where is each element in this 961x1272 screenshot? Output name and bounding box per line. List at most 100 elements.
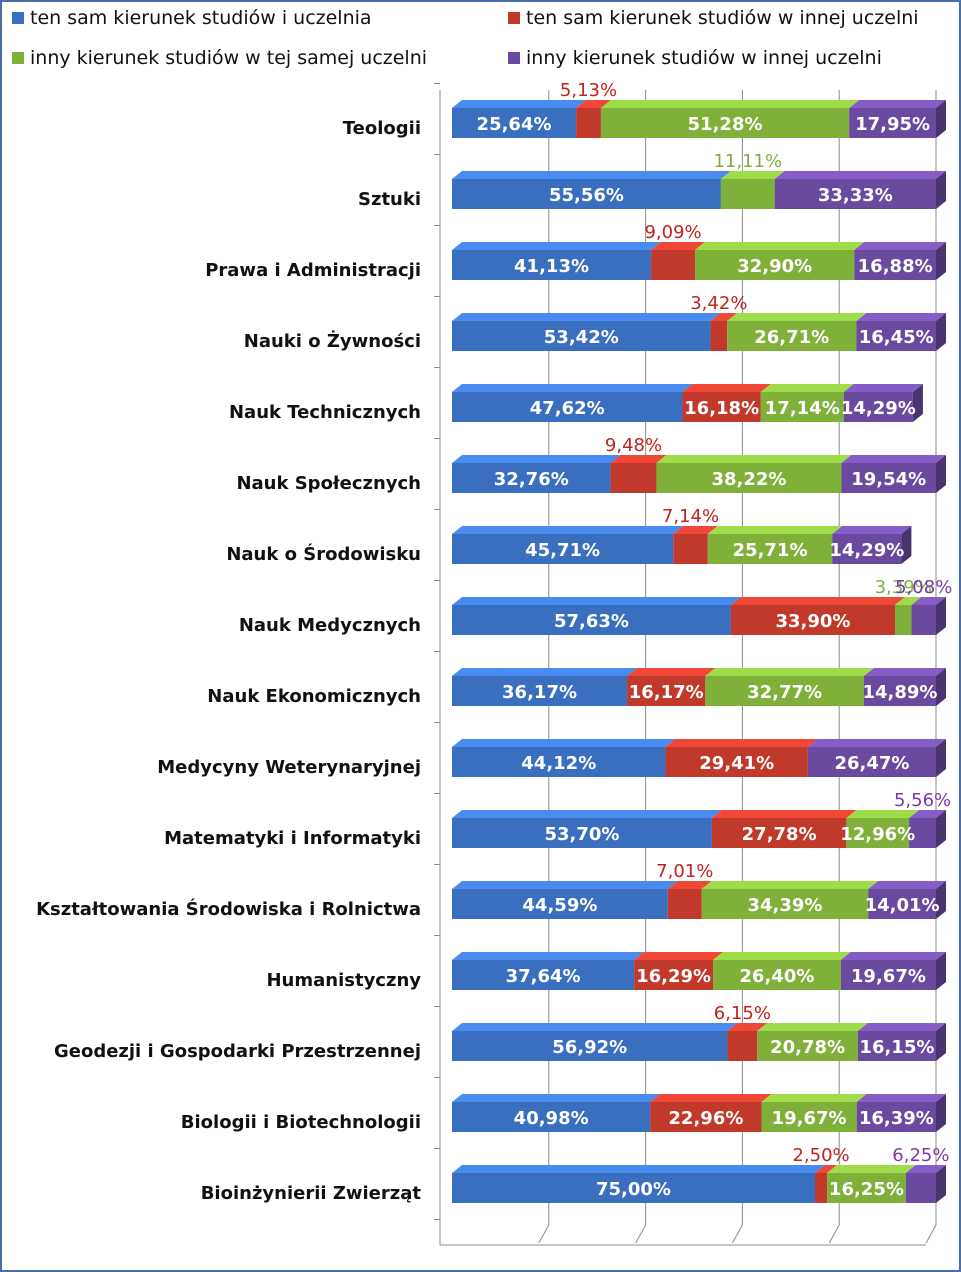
bar-segment-side xyxy=(936,1023,946,1061)
data-label: 16,29% xyxy=(636,966,711,987)
data-label: 14,01% xyxy=(865,895,940,916)
data-label: 7,14% xyxy=(662,506,719,527)
bar-segment xyxy=(452,605,731,635)
bar-segment-top xyxy=(452,881,678,889)
bar-segment-top xyxy=(576,100,611,108)
bar-segment-side xyxy=(936,668,946,706)
data-label: 33,33% xyxy=(818,185,893,206)
data-label: 16,45% xyxy=(859,327,934,348)
bar-segment-side xyxy=(936,1094,946,1132)
bar-segment xyxy=(854,250,936,280)
bar-segment-top xyxy=(673,526,718,534)
data-label: 51,28% xyxy=(688,114,763,135)
bar-segment xyxy=(452,747,666,777)
bar-segment-top xyxy=(452,597,741,605)
category-label: Prawa i Administracji xyxy=(205,260,421,281)
bar-segment xyxy=(627,676,706,706)
bar-segment-top xyxy=(720,171,785,179)
bar-segment-top xyxy=(665,739,818,747)
gridline-floor xyxy=(538,1224,550,1244)
bar-segment-side xyxy=(936,313,946,351)
data-label: 57,63% xyxy=(554,611,629,632)
bar-segment xyxy=(827,1173,906,1203)
bar-segment xyxy=(673,534,708,564)
data-label: 19,54% xyxy=(851,469,926,490)
bar-segment-top xyxy=(600,100,860,108)
data-label: 12,96% xyxy=(840,824,915,845)
bar-segment-top xyxy=(863,668,946,676)
bar-segment-top xyxy=(452,526,684,534)
bar-segment-top xyxy=(849,100,946,108)
bar-segment xyxy=(452,1031,728,1061)
data-label: 19,67% xyxy=(851,966,926,987)
data-label: 16,88% xyxy=(858,256,933,277)
data-label: 16,15% xyxy=(859,1037,934,1058)
bar-segment xyxy=(846,818,910,848)
bar-segment-top xyxy=(705,668,874,676)
bar-segment xyxy=(667,889,702,919)
data-label: 44,59% xyxy=(522,895,597,916)
legend-item-series-0: ten sam kierunek studiów i uczelnia xyxy=(12,6,372,30)
bar-segment xyxy=(707,534,833,564)
data-label: 29,41% xyxy=(699,753,774,774)
bar-segment-top xyxy=(868,881,946,889)
category-label: Biologii i Biotechnologii xyxy=(180,1112,421,1133)
bar-segment-top xyxy=(452,1165,825,1173)
bar-segment xyxy=(774,179,936,209)
bar-segment-side xyxy=(936,100,946,138)
bar-segment xyxy=(452,1102,651,1132)
data-label: 22,96% xyxy=(668,1108,743,1129)
data-label: 16,25% xyxy=(829,1179,904,1200)
bar-segment-top xyxy=(905,1165,946,1173)
category-label: Nauk Ekonomicznych xyxy=(207,686,421,707)
data-label: 3,39% xyxy=(875,577,932,598)
bar-segment xyxy=(651,250,696,280)
bar-segment-top xyxy=(701,881,879,889)
data-label: 14,29% xyxy=(841,398,916,419)
data-label: 37,64% xyxy=(506,966,581,987)
bar-segment xyxy=(713,960,841,990)
bar-segment xyxy=(856,321,936,351)
data-label: 19,67% xyxy=(772,1108,847,1129)
data-label: 38,22% xyxy=(711,469,786,490)
data-label: 40,98% xyxy=(514,1108,589,1129)
category-label: Medycyny Weterynaryjnej xyxy=(157,757,421,778)
data-label: 5,13% xyxy=(560,80,617,101)
data-label: 53,70% xyxy=(544,824,619,845)
bar-segment-top xyxy=(909,810,946,818)
bar-segment-side xyxy=(936,597,946,635)
bar-segment xyxy=(843,392,913,422)
bar-segment xyxy=(720,179,775,209)
bar-segment xyxy=(849,108,936,138)
bar-segment-top xyxy=(856,313,946,321)
bar-segment-top xyxy=(730,597,906,605)
data-label: 41,13% xyxy=(514,256,589,277)
bar-segment-top xyxy=(452,1023,738,1031)
legend-item-series-3: inny kierunek studiów w innej uczelni xyxy=(508,46,882,70)
legend-swatch xyxy=(12,12,24,24)
bar-segment xyxy=(452,108,577,138)
bar-segment xyxy=(634,960,714,990)
bar-segment-side xyxy=(936,881,946,919)
bar-segment xyxy=(760,392,844,422)
data-label: 20,78% xyxy=(770,1037,845,1058)
legend-item-series-2: inny kierunek studiów w tej samej uczeln… xyxy=(12,46,427,70)
data-label: 44,12% xyxy=(521,753,596,774)
bar-segment xyxy=(727,321,857,351)
bar-segment xyxy=(868,889,936,919)
legend-label: inny kierunek studiów w tej samej uczeln… xyxy=(30,47,428,69)
bar-segment-top xyxy=(452,171,731,179)
bar-segment xyxy=(452,534,674,564)
category-label: Geodezji i Gospodarki Przestrzennej xyxy=(53,1041,421,1062)
data-label: 53,42% xyxy=(544,327,619,348)
bar-segment-side xyxy=(936,739,946,777)
bar-segment xyxy=(757,1031,858,1061)
data-label: 14,89% xyxy=(862,682,937,703)
data-label: 16,39% xyxy=(859,1108,934,1129)
data-label: 16,17% xyxy=(629,682,704,703)
bar-segment-top xyxy=(911,597,946,605)
gridline-floor xyxy=(828,1224,840,1244)
bar-segment xyxy=(905,1173,936,1203)
gridline-floor xyxy=(925,1224,937,1244)
data-label: 36,17% xyxy=(502,682,577,703)
